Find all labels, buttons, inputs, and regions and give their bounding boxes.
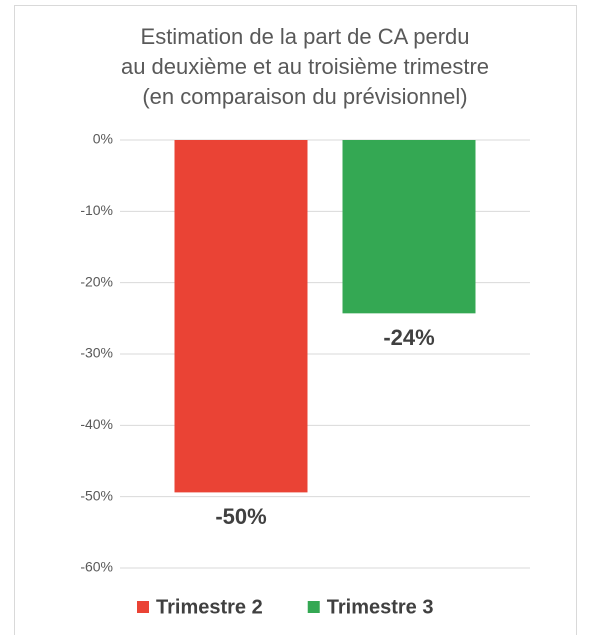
legend-label: Trimestre 2 (156, 596, 263, 618)
y-tick-label: -40% (80, 416, 113, 432)
chart-title: (en comparaison du prévisionnel) (142, 84, 467, 109)
y-tick-label: -50% (80, 487, 113, 503)
bar (342, 140, 476, 314)
legend-swatch (137, 601, 149, 613)
bar (174, 140, 308, 493)
y-tick-label: -10% (80, 202, 113, 218)
data-label: -24% (383, 325, 434, 350)
y-tick-label: 0% (93, 131, 113, 147)
y-tick-label: -60% (80, 559, 113, 575)
chart-title: au deuxième et au troisième trimestre (121, 54, 489, 79)
legend-label: Trimestre 3 (327, 596, 434, 618)
data-label: -50% (215, 504, 266, 529)
y-tick-label: -30% (80, 345, 113, 361)
legend-swatch (307, 601, 320, 613)
chart-title: Estimation de la part de CA perdu (141, 24, 470, 49)
y-tick-label: -20% (80, 273, 113, 289)
